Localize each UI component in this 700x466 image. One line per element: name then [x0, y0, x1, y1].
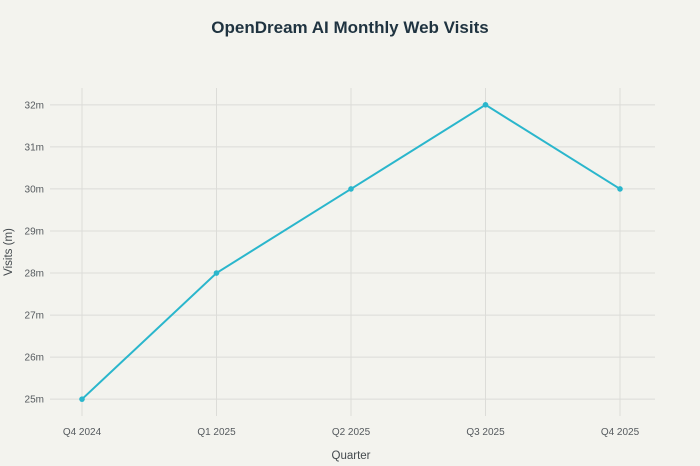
x-tick-label: Q2 2025: [332, 427, 371, 438]
y-tick-label: 31m: [25, 142, 44, 153]
x-tick-label: Q4 2024: [63, 427, 102, 438]
y-axis-title: Visits (m): [3, 228, 15, 276]
y-tick-label: 32m: [25, 100, 44, 111]
y-tick-label: 27m: [25, 311, 44, 322]
chart-title: OpenDream AI Monthly Web Visits: [211, 18, 489, 37]
data-point: [617, 186, 623, 192]
data-point: [348, 186, 354, 192]
y-tick-label: 26m: [25, 353, 44, 364]
data-point: [482, 102, 489, 108]
y-tick-labels: 25m 26m 27m 28m 29m 30m 31m 32m: [25, 100, 44, 405]
x-tick-labels: Q4 2024 Q1 2025 Q2 2025 Q3 2025 Q4 2025: [63, 427, 640, 438]
x-tick-label: Q3 2025: [466, 427, 505, 438]
data-points: [79, 102, 623, 402]
y-tick-label: 25m: [25, 395, 44, 406]
y-tick-label: 29m: [25, 226, 44, 237]
x-axis-title: Quarter: [332, 450, 371, 462]
data-point: [79, 396, 85, 402]
grid-lines: [50, 88, 655, 416]
y-tick-label: 28m: [25, 269, 44, 280]
y-tick-label: 30m: [25, 184, 44, 195]
x-tick-label: Q1 2025: [197, 427, 236, 438]
data-point: [213, 270, 220, 276]
x-tick-label: Q4 2025: [601, 427, 640, 438]
